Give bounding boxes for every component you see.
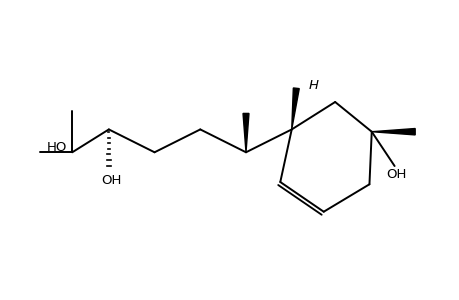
Polygon shape <box>291 88 299 129</box>
Text: OH: OH <box>101 174 121 187</box>
Text: H: H <box>308 80 319 92</box>
Text: HO: HO <box>46 141 67 154</box>
Polygon shape <box>242 113 248 152</box>
Text: OH: OH <box>386 168 406 181</box>
Polygon shape <box>371 128 414 135</box>
